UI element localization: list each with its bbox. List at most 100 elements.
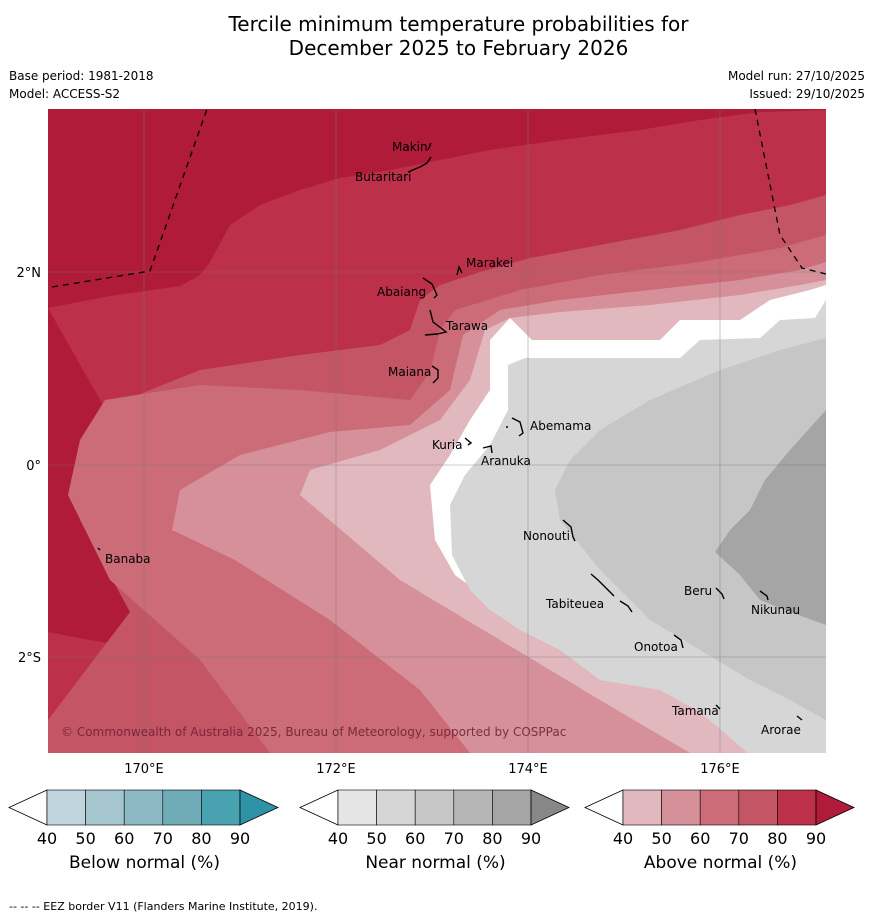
colorbar-above-segment [738, 789, 778, 826]
colorbar-above-tick: 40 [613, 829, 633, 848]
base-period: Base period: 1981-2018 [9, 69, 154, 83]
label-aranuka: Aranuka [481, 454, 531, 468]
island-arorae-shape [796, 715, 803, 721]
colorbar-above: 40 50 60 70 80 90 [584, 789, 855, 848]
colorbar-above-min-arrow [584, 789, 624, 826]
colorbar-near-tick: 70 [444, 829, 464, 848]
colorbar-near: 40 50 60 70 80 90 [299, 789, 570, 848]
lat-label-0: 0° [26, 459, 41, 474]
colorbar-above-segment [622, 789, 662, 826]
colorbar-near-tick: 80 [482, 829, 502, 848]
label-beru: Beru [684, 584, 712, 598]
eez-footnote: -- -- -- EEZ border V11 (Flanders Marine… [9, 900, 318, 913]
island-banaba-shape [97, 547, 101, 551]
colorbar-near-tick: 40 [328, 829, 348, 848]
colorbar-near-max-arrow [530, 789, 570, 826]
island-onotoa-shape [673, 634, 684, 649]
label-marakei: Marakei [466, 256, 513, 270]
island-butaritari-shape [407, 156, 432, 173]
island-marakei-shape [456, 264, 463, 276]
colorbar-below-segment [123, 789, 164, 826]
title-line-1: Tercile minimum temperature probabilitie… [228, 12, 689, 36]
label-nikunau: Nikunau [751, 603, 800, 617]
model-run: Model run: 27/10/2025 [727, 69, 865, 83]
copyright-text: © Commonwealth of Australia 2025, Bureau… [61, 725, 566, 739]
colorbar-label-above: Above normal (%) [643, 853, 798, 873]
lon-label-172e: 172°E [316, 762, 356, 777]
colorbar-below-segment [46, 789, 86, 826]
label-butaritari: Butaritari [355, 170, 412, 184]
meta-left: Base period: 1981-2018 Model: ACCESS-S2 [9, 67, 154, 103]
lon-label-170e: 170°E [124, 762, 164, 777]
colorbar-below-tick: 50 [75, 829, 95, 848]
island-beru-shape [715, 587, 725, 600]
colorbar-above-max-arrow [815, 789, 855, 826]
colorbar-label-below: Below normal (%) [69, 853, 220, 873]
colorbar-above-tick: 50 [651, 829, 671, 848]
eez-border [51, 109, 826, 288]
colorbar-above-tick: 60 [690, 829, 710, 848]
label-maiana: Maiana [388, 365, 431, 379]
label-arorae: Arorae [761, 723, 801, 737]
label-tarawa: Tarawa [445, 319, 488, 333]
colorbars: 40 50 60 70 80 90 40 50 60 70 80 90 40 50 60 70 80 90 [8, 789, 855, 848]
colorbar-near-segment [453, 789, 493, 826]
colorbar-below-segment [201, 789, 241, 826]
colorbar-below-tick: 60 [114, 829, 134, 848]
island-makin-shape [427, 142, 432, 151]
label-tamana: Tamana [671, 704, 719, 718]
lon-label-176e: 176°E [700, 762, 740, 777]
label-banaba: Banaba [105, 552, 151, 566]
colorbar-below-tick: 40 [37, 829, 57, 848]
island-tabiteuea-shape [590, 573, 633, 613]
gridlines [48, 109, 826, 753]
colorbar-near-segment [414, 789, 455, 826]
colorbar-below-min-arrow [8, 789, 48, 826]
island-abaiang-shape [422, 277, 438, 299]
lat-label-2s: 2°S [18, 651, 41, 666]
probability-field: Makin Butaritari Marakei Abaiang Tarawa … [48, 109, 826, 753]
issued-date: Issued: 29/10/2025 [749, 87, 865, 101]
map-title: Tercile minimum temperature probabilitie… [0, 12, 873, 60]
axis-labels: 2°N 0° 2°S 170°E 172°E 174°E 176°E [17, 266, 740, 777]
colorbar-near-segment [337, 789, 377, 826]
colorbar-label-near: Near normal (%) [365, 853, 506, 873]
colorbar-above-tick: 70 [729, 829, 749, 848]
colorbar-below-max-arrow [239, 789, 279, 826]
colorbar-near-tick: 60 [405, 829, 425, 848]
colorbar-above-tick: 90 [806, 829, 826, 848]
lat-label-2n: 2°N [17, 266, 42, 281]
band-near-50 [555, 338, 826, 720]
island-outlines [97, 142, 803, 721]
island-nonouti-shape [562, 519, 576, 542]
island-tarawa-shape [424, 309, 448, 336]
colorbar-above-segment [661, 789, 701, 826]
meta-right: Model run: 27/10/2025 Issued: 29/10/2025 [728, 67, 865, 103]
island-maiana-shape [431, 365, 439, 384]
colorbar-near-segment [492, 789, 532, 826]
label-abemama: Abemama [530, 419, 591, 433]
colorbar-near-tick: 50 [366, 829, 386, 848]
island-tamana-shape [715, 704, 721, 710]
island-aranuka-shape [482, 445, 493, 454]
label-makin: Makin [392, 140, 428, 154]
island-kuria-shape [464, 437, 473, 446]
island-labels: Makin Butaritari Marakei Abaiang Tarawa … [105, 140, 801, 737]
island-abemama-shape [506, 417, 524, 437]
colorbar-above-tick: 80 [767, 829, 787, 848]
label-tabiteuea: Tabiteuea [545, 597, 604, 611]
label-nonouti: Nonouti [523, 529, 570, 543]
colorbar-below-tick: 70 [153, 829, 173, 848]
colorbar-near-tick: 90 [521, 829, 541, 848]
lon-label-174e: 174°E [508, 762, 548, 777]
colorbar-below-segment [85, 789, 125, 826]
band-near-60 [715, 410, 826, 625]
colorbar-near-min-arrow [299, 789, 339, 826]
colorbar-below-tick: 80 [191, 829, 211, 848]
label-onotoa: Onotoa [634, 640, 678, 654]
colorbar-below-tick: 90 [230, 829, 250, 848]
model-name: Model: ACCESS-S2 [9, 87, 121, 101]
label-abaiang: Abaiang [377, 285, 426, 299]
colorbar-below-segment [162, 789, 202, 826]
